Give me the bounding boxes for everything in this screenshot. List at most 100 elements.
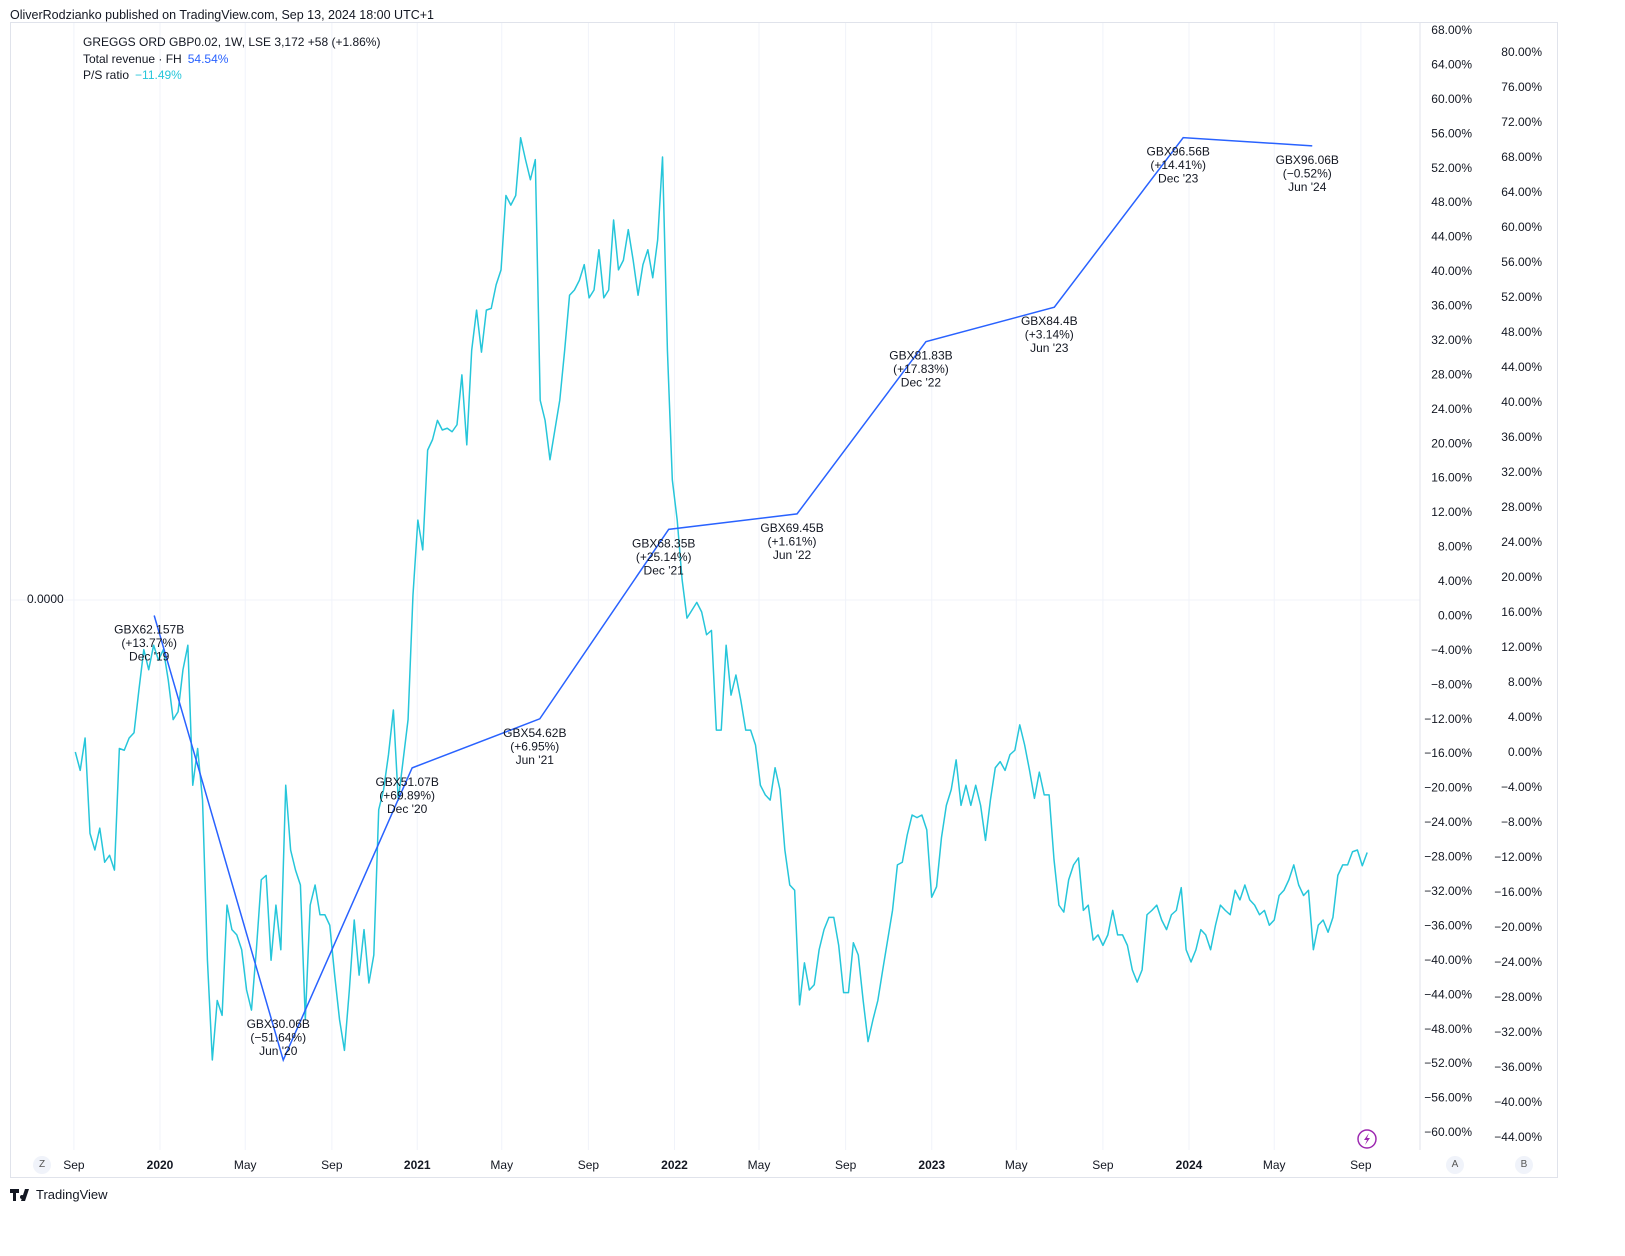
- ps-axis-tick: 28.00%: [1501, 500, 1542, 514]
- footer-brand-label: TradingView: [36, 1187, 108, 1202]
- zoom-reset-button[interactable]: Z: [33, 1156, 51, 1174]
- ps-axis-tick: −32.00%: [1494, 1025, 1542, 1039]
- ps-axis-tick: 40.00%: [1501, 395, 1542, 409]
- revenue-axis-tick: −36.00%: [1424, 918, 1472, 932]
- legend-ps[interactable]: P/S ratio −11.49%: [83, 67, 380, 84]
- revenue-label-line: GBX51.07B: [375, 775, 438, 789]
- revenue-label-line: (+1.61%): [768, 534, 817, 548]
- revenue-data-label: GBX96.56B(+14.41%)Dec '23: [1147, 145, 1210, 186]
- revenue-axis-tick: −56.00%: [1424, 1091, 1472, 1105]
- revenue-label-line: GBX30.06B: [247, 1017, 310, 1031]
- ps-axis-tick: 64.00%: [1501, 185, 1542, 199]
- x-tick-label: May: [234, 1158, 257, 1172]
- revenue-label-line: Jun '21: [516, 753, 555, 767]
- revenue-axis-tick: 12.00%: [1431, 505, 1472, 519]
- revenue-axis-tick: 24.00%: [1431, 402, 1472, 416]
- revenue-label-line: Dec '19: [129, 649, 170, 663]
- x-tick-label: Sep: [578, 1158, 600, 1172]
- revenue-axis-tick: 8.00%: [1438, 540, 1472, 554]
- lightning-bolt: [1364, 1133, 1370, 1145]
- lightning-circle: [1357, 1129, 1377, 1149]
- revenue-axis-tick: 20.00%: [1431, 436, 1472, 450]
- revenue-axis-tick: 52.00%: [1431, 161, 1472, 175]
- revenue-axis-tick: −4.00%: [1431, 643, 1472, 657]
- legend-revenue[interactable]: Total revenue · FH 54.54%: [83, 51, 380, 68]
- revenue-data-label: GBX30.06B(−51.64%)Jun '20: [247, 1017, 310, 1058]
- revenue-axis-tick: −44.00%: [1424, 987, 1472, 1001]
- revenue-label-line: (−51.64%): [250, 1031, 306, 1045]
- x-tick-label: 2023: [918, 1158, 945, 1172]
- left-scale-label: 0.0000: [27, 592, 64, 606]
- ps-ratio-line: [74, 137, 1368, 1061]
- revenue-axis-tick: −52.00%: [1424, 1056, 1472, 1070]
- ps-axis-tick: 32.00%: [1501, 465, 1542, 479]
- revenue-label-line: (+14.41%): [1150, 158, 1206, 172]
- legend-ps-value: −11.49%: [135, 68, 182, 82]
- revenue-axis-tick: −16.00%: [1424, 746, 1472, 760]
- revenue-data-label: GBX96.06B(−0.52%)Jun '24: [1276, 153, 1339, 194]
- revenue-axis-tick: −24.00%: [1424, 815, 1472, 829]
- revenue-label-line: GBX84.4B: [1021, 314, 1078, 328]
- x-tick-label: 2022: [661, 1158, 688, 1172]
- revenue-label-line: GBX62.157B: [114, 622, 184, 636]
- revenue-axis-tick: −60.00%: [1424, 1125, 1472, 1139]
- ps-axis-tick: 52.00%: [1501, 290, 1542, 304]
- revenue-axis-tick: 0.00%: [1438, 608, 1472, 622]
- x-tick-label: Sep: [835, 1158, 857, 1172]
- revenue-axis-tick: −8.00%: [1431, 677, 1472, 691]
- lightning-icon[interactable]: [1357, 1129, 1377, 1149]
- revenue-axis-tick: 60.00%: [1431, 92, 1472, 106]
- x-tick-label: 2024: [1176, 1158, 1203, 1172]
- revenue-axis-tick: 44.00%: [1431, 230, 1472, 244]
- ps-axis-tick: 12.00%: [1501, 640, 1542, 654]
- x-tick-label: May: [1005, 1158, 1028, 1172]
- revenue-axis-tick: 64.00%: [1431, 57, 1472, 71]
- revenue-label-line: Dec '23: [1158, 172, 1199, 186]
- legend-revenue-label: Total revenue · FH: [83, 51, 182, 66]
- ps-axis-tick: 44.00%: [1501, 360, 1542, 374]
- ps-axis-tick: 0.00%: [1508, 745, 1542, 759]
- ps-axis-tick: 4.00%: [1508, 710, 1542, 724]
- ps-axis-tick: 20.00%: [1501, 570, 1542, 584]
- x-tick-label: Sep: [321, 1158, 343, 1172]
- ps-axis-tick: −16.00%: [1494, 885, 1542, 899]
- x-tick-label: May: [748, 1158, 771, 1172]
- ps-axis-tick: −44.00%: [1494, 1130, 1542, 1144]
- x-tick-label: 2020: [147, 1158, 174, 1172]
- ps-axis-tick: 36.00%: [1501, 430, 1542, 444]
- revenue-axis-tick: −12.00%: [1424, 712, 1472, 726]
- revenue-label-line: Jun '24: [1288, 180, 1327, 194]
- revenue-data-label: GBX62.157B(+13.77%)Dec '19: [114, 622, 184, 663]
- chart-legend: GREGGS ORD GBP0.02, 1W, LSE 3,172 +58 (+…: [83, 34, 380, 84]
- ps-axis-tick: −4.00%: [1501, 780, 1542, 794]
- revenue-axis-tick: −48.00%: [1424, 1022, 1472, 1036]
- revenue-axis-tick: 68.00%: [1431, 23, 1472, 37]
- x-tick-label: Sep: [1350, 1158, 1372, 1172]
- ps-axis-tick: 24.00%: [1501, 535, 1542, 549]
- ps-axis-tick: −20.00%: [1494, 920, 1542, 934]
- revenue-label-line: (+6.95%): [510, 739, 559, 753]
- legend-symbol[interactable]: GREGGS ORD GBP0.02, 1W, LSE 3,172 +58 (+…: [83, 35, 381, 49]
- revenue-data-label: GBX84.4B(+3.14%)Jun '23: [1021, 314, 1078, 355]
- revenue-axis-tick: 40.00%: [1431, 264, 1472, 278]
- ps-axis-tick: −40.00%: [1494, 1095, 1542, 1109]
- chart-frame: [10, 22, 1558, 1178]
- revenue-label-line: Dec '21: [644, 563, 685, 577]
- revenue-axis-tick: −28.00%: [1424, 850, 1472, 864]
- ps-axis-tick: 76.00%: [1501, 80, 1542, 94]
- ps-axis-tick: −36.00%: [1494, 1060, 1542, 1074]
- x-tick-label: Sep: [1092, 1158, 1114, 1172]
- revenue-axis-tick: 32.00%: [1431, 333, 1472, 347]
- publisher-line: OliverRodzianko published on TradingView…: [10, 8, 434, 22]
- revenue-label-line: GBX96.06B: [1276, 153, 1339, 167]
- revenue-data-label: GBX54.62B(+6.95%)Jun '21: [503, 726, 566, 767]
- revenue-label-line: (+3.14%): [1025, 328, 1074, 342]
- ps-axis-tick: −24.00%: [1494, 955, 1542, 969]
- revenue-label-line: GBX68.35B: [632, 536, 695, 550]
- revenue-label-line: GBX69.45B: [760, 521, 823, 535]
- auto-scale-button-b[interactable]: B: [1515, 1156, 1533, 1174]
- x-tick-label: May: [490, 1158, 513, 1172]
- revenue-label-line: GBX81.83B: [889, 349, 952, 363]
- auto-scale-button-a[interactable]: A: [1446, 1156, 1464, 1174]
